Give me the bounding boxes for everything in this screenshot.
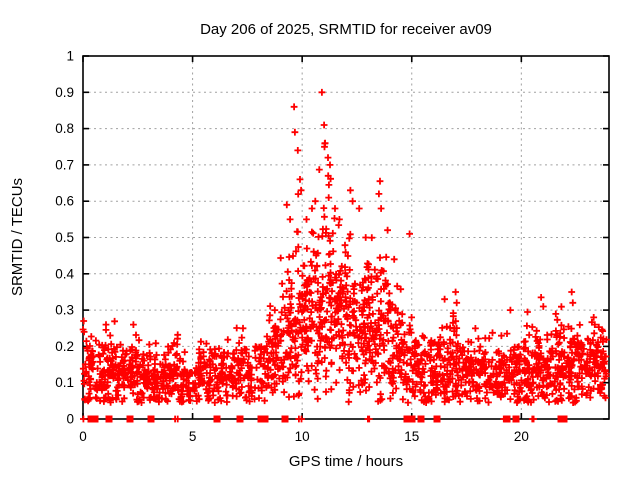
y-tick-label: 0.7	[55, 157, 74, 172]
plot-border	[82, 55, 610, 420]
x-tick-label: 20	[514, 429, 529, 444]
y-tick-label: 0.1	[55, 375, 74, 390]
x-tick-label: 10	[295, 429, 310, 444]
y-axis-label: SRMTID / TECUs	[9, 178, 26, 296]
y-tick-label: 0.2	[55, 339, 74, 354]
scatter-points	[79, 88, 610, 423]
y-tick-label: 0.4	[55, 266, 74, 281]
y-tick-label: 0.5	[55, 230, 74, 245]
y-tick-label: 0.6	[55, 194, 74, 209]
x-tick-labels: 0 5 10 15 20	[79, 429, 529, 444]
y-tick-label: 0.3	[55, 303, 74, 318]
y-tick-label: 0	[66, 412, 74, 427]
y-tick-label: 1	[66, 49, 74, 64]
x-tick-label: 15	[404, 429, 419, 444]
plot-title: Day 206 of 2025, SRMTID for receiver av0…	[200, 21, 492, 38]
y-tick-labels: 0 0.1 0.2 0.3 0.4 0.5 0.6 0.7 0.8 0.9 1	[55, 49, 74, 427]
x-tick-label: 0	[79, 429, 87, 444]
x-tick-label: 5	[189, 429, 197, 444]
y-tick-label: 0.9	[55, 85, 74, 100]
y-tick-label: 0.8	[55, 121, 74, 136]
x-axis-label: GPS time / hours	[289, 453, 403, 470]
zero-flag-squares	[87, 415, 568, 423]
